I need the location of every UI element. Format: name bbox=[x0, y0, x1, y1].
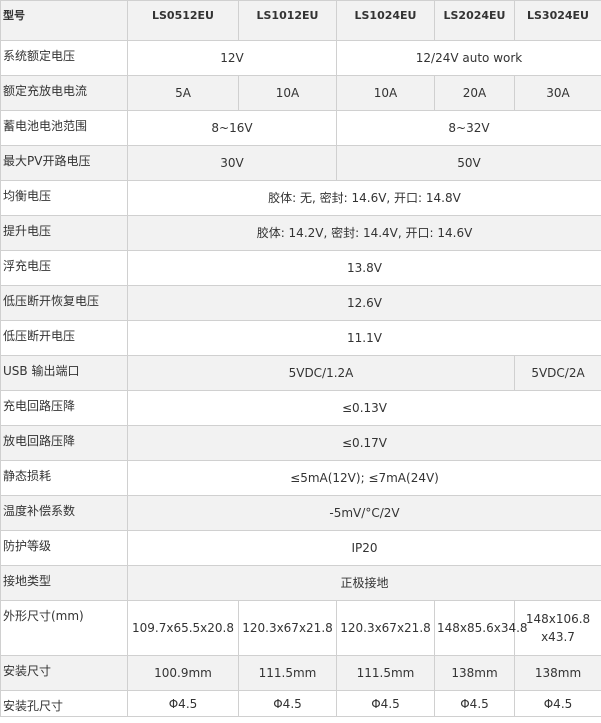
spec-value: Φ4.5 bbox=[434, 690, 515, 717]
spec-label: 安装尺寸 bbox=[0, 655, 128, 691]
spec-value: 胶体: 无, 密封: 14.6V, 开口: 14.8V bbox=[127, 180, 601, 216]
spec-value: 12/24V auto work bbox=[336, 40, 601, 76]
spec-label: 充电回路压降 bbox=[0, 390, 128, 426]
spec-row: 蓄电池电池范围 8~16V 8~32V bbox=[0, 110, 601, 146]
spec-value: IP20 bbox=[127, 530, 601, 566]
spec-label: 浮充电压 bbox=[0, 250, 128, 286]
spec-value: 138mm bbox=[434, 655, 515, 691]
spec-label: USB 输出端口 bbox=[0, 355, 128, 391]
spec-label: 提升电压 bbox=[0, 215, 128, 251]
model-header: LS1012EU bbox=[238, 0, 337, 41]
spec-value: Φ4.5 bbox=[514, 690, 601, 717]
spec-label: 最大PV开路电压 bbox=[0, 145, 128, 181]
spec-value: 10A bbox=[238, 75, 337, 111]
spec-row: 安装孔尺寸 Φ4.5 Φ4.5 Φ4.5 Φ4.5 Φ4.5 bbox=[0, 690, 601, 717]
spec-value: 5A bbox=[127, 75, 239, 111]
spec-value: 111.5mm bbox=[336, 655, 435, 691]
spec-value: 10A bbox=[336, 75, 435, 111]
spec-label: 放电回路压降 bbox=[0, 425, 128, 461]
spec-label: 均衡电压 bbox=[0, 180, 128, 216]
spec-row: 静态损耗 ≤5mA(12V); ≤7mA(24V) bbox=[0, 460, 601, 496]
spec-label: 蓄电池电池范围 bbox=[0, 110, 128, 146]
spec-row: 安装尺寸 100.9mm 111.5mm 111.5mm 138mm 138mm bbox=[0, 655, 601, 691]
spec-row: 浮充电压 13.8V bbox=[0, 250, 601, 286]
spec-value: 胶体: 14.2V, 密封: 14.4V, 开口: 14.6V bbox=[127, 215, 601, 251]
spec-value: 148x85.6x34.8 bbox=[434, 600, 528, 656]
spec-value: 8~32V bbox=[336, 110, 601, 146]
header-row: 型号 LS0512EU LS1012EU LS1024EU LS2024EU LS3024… bbox=[0, 0, 601, 41]
spec-row: USB 输出端口 5VDC/1.2A 5VDC/2A bbox=[0, 355, 601, 391]
spec-row: 低压断开恢复电压 12.6V bbox=[0, 285, 601, 321]
spec-value: Φ4.5 bbox=[127, 690, 239, 717]
spec-row: 温度补偿系数 -5mV/°C/2V bbox=[0, 495, 601, 531]
spec-label: 低压断开恢复电压 bbox=[0, 285, 128, 321]
spec-value: 30V bbox=[127, 145, 337, 181]
spec-label: 外形尺寸(mm) bbox=[0, 600, 128, 656]
spec-value: 120.3x67x21.8 bbox=[238, 600, 337, 656]
spec-value: 30A bbox=[514, 75, 601, 111]
spec-value: 120.3x67x21.8 bbox=[336, 600, 435, 656]
spec-row: 均衡电压 胶体: 无, 密封: 14.6V, 开口: 14.8V bbox=[0, 180, 601, 216]
spec-value: 5VDC/2A bbox=[514, 355, 601, 391]
model-header: LS1024EU bbox=[336, 0, 435, 41]
spec-row: 放电回路压降 ≤0.17V bbox=[0, 425, 601, 461]
spec-value: Φ4.5 bbox=[238, 690, 337, 717]
spec-row: 最大PV开路电压 30V 50V bbox=[0, 145, 601, 181]
spec-row: 外形尺寸(mm) 109.7x65.5x20.8 120.3x67x21.8 120.… bbox=[0, 600, 601, 656]
spec-value: ≤0.13V bbox=[127, 390, 601, 426]
spec-label: 系统额定电压 bbox=[0, 40, 128, 76]
header-label: 型号 bbox=[0, 0, 128, 41]
spec-value: 109.7x65.5x20.8 bbox=[127, 600, 239, 656]
spec-row: 提升电压 胶体: 14.2V, 密封: 14.4V, 开口: 14.6V bbox=[0, 215, 601, 251]
spec-label: 安装孔尺寸 bbox=[0, 690, 128, 717]
spec-value: ≤0.17V bbox=[127, 425, 601, 461]
spec-value: 8~16V bbox=[127, 110, 337, 146]
spec-value: -5mV/°C/2V bbox=[127, 495, 601, 531]
spec-value: 111.5mm bbox=[238, 655, 337, 691]
spec-row: 接地类型 正极接地 bbox=[0, 565, 601, 601]
spec-value: Φ4.5 bbox=[336, 690, 435, 717]
spec-value: ≤5mA(12V); ≤7mA(24V) bbox=[127, 460, 601, 496]
spec-value: 正极接地 bbox=[127, 565, 601, 601]
spec-label: 防护等级 bbox=[0, 530, 128, 566]
spec-row: 防护等级 IP20 bbox=[0, 530, 601, 566]
spec-value: 50V bbox=[336, 145, 601, 181]
spec-label: 接地类型 bbox=[0, 565, 128, 601]
spec-value: 148x106.8 x43.7 bbox=[514, 600, 601, 656]
spec-value: 12.6V bbox=[127, 285, 601, 321]
spec-row: 充电回路压降 ≤0.13V bbox=[0, 390, 601, 426]
spec-label: 额定充放电电流 bbox=[0, 75, 128, 111]
model-header: LS0512EU bbox=[127, 0, 239, 41]
spec-row: 系统额定电压 12V 12/24V auto work bbox=[0, 40, 601, 76]
spec-label: 低压断开电压 bbox=[0, 320, 128, 356]
spec-value: 12V bbox=[127, 40, 337, 76]
spec-value: 13.8V bbox=[127, 250, 601, 286]
spec-value: 100.9mm bbox=[127, 655, 239, 691]
spec-value: 5VDC/1.2A bbox=[127, 355, 515, 391]
spec-value: 138mm bbox=[514, 655, 601, 691]
spec-label: 静态损耗 bbox=[0, 460, 128, 496]
spec-value: 11.1V bbox=[127, 320, 601, 356]
model-header: LS3024EU bbox=[514, 0, 601, 41]
model-header: LS2024EU bbox=[434, 0, 515, 41]
spec-row: 额定充放电电流 5A 10A 10A 20A 30A bbox=[0, 75, 601, 111]
spec-row: 低压断开电压 11.1V bbox=[0, 320, 601, 356]
spec-label: 温度补偿系数 bbox=[0, 495, 128, 531]
spec-value: 20A bbox=[434, 75, 515, 111]
